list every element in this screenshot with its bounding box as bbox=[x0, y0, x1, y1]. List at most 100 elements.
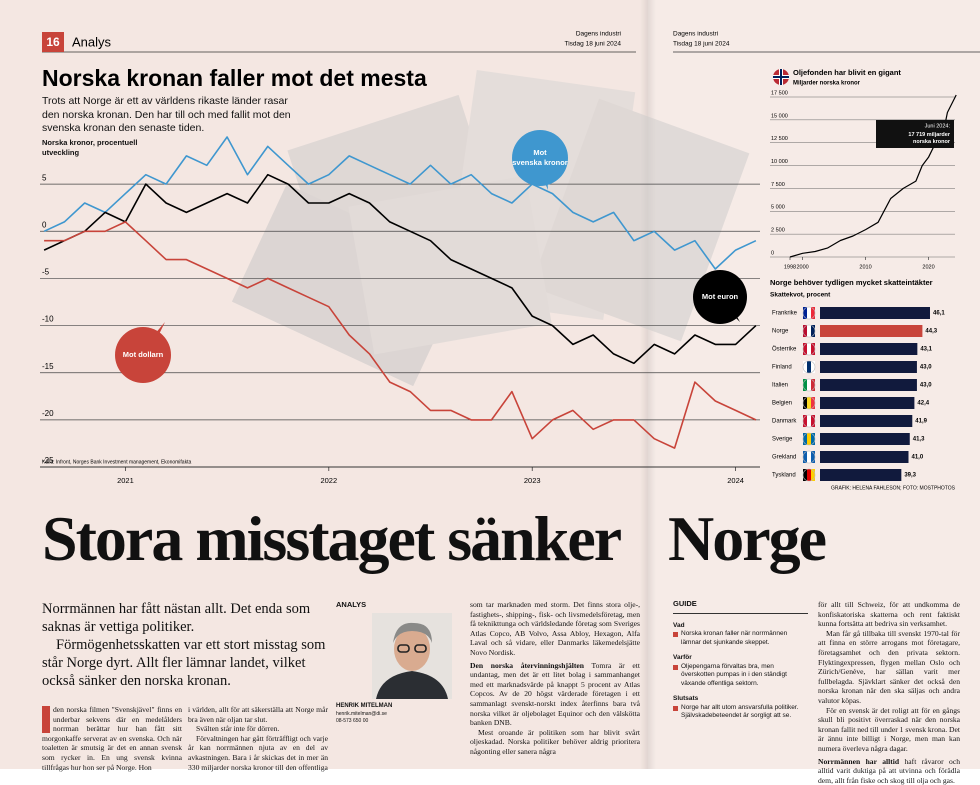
headline: Norge bbox=[668, 502, 825, 576]
page: 16 Analys Dagens industri Tisdag 18 juni… bbox=[0, 0, 980, 769]
byline-email: henrik.mitelman@di.se bbox=[336, 711, 461, 717]
paper: Dagens industri bbox=[576, 31, 621, 38]
y-tick-label: 0 bbox=[42, 220, 47, 229]
flag-icon bbox=[807, 433, 811, 445]
portrait bbox=[336, 613, 461, 699]
flag-icon bbox=[807, 397, 811, 409]
column: i världen, allt för att säkerställa att … bbox=[188, 705, 328, 772]
flag-icon bbox=[780, 69, 782, 85]
bar bbox=[820, 343, 917, 355]
bar bbox=[820, 469, 901, 481]
x-tick-label: 2021 bbox=[117, 476, 134, 485]
flag-icon bbox=[807, 469, 811, 481]
banknote bbox=[348, 176, 551, 355]
byline-phone: 08-573 650 00 bbox=[336, 718, 461, 724]
category-label: Danmark bbox=[772, 419, 797, 425]
chart-title: Oljefonden har blivit en gigant bbox=[793, 68, 901, 77]
category-label: Grekland bbox=[772, 455, 796, 461]
page-number: 16 bbox=[46, 35, 60, 49]
source: Källa: Infront, Norges Bank Investment m… bbox=[42, 459, 191, 465]
x-tick-label: 2010 bbox=[859, 264, 871, 270]
graphic-credit: GRAFIK: HELENA FAHLESON; FOTO: MOSTPHOTO… bbox=[831, 485, 956, 491]
y-tick-label: 17 500 bbox=[771, 90, 788, 96]
category-label: Österrike bbox=[772, 346, 797, 353]
paragraph: Svälten står inte för dörren. bbox=[188, 724, 328, 734]
paragraph: den norska filmen "Svenskjävel" finns en… bbox=[42, 705, 182, 772]
category-label: Tyskland bbox=[772, 473, 796, 479]
value-label: 46,1 bbox=[933, 311, 945, 317]
guide-text: Oljepengarna förvaltas bra, men överskot… bbox=[673, 663, 808, 689]
bar bbox=[820, 325, 922, 337]
charts: 16 Analys Dagens industri Tisdag 18 juni… bbox=[0, 0, 980, 500]
flag-icon bbox=[807, 451, 811, 463]
x-tick-label: 2024 bbox=[727, 476, 744, 485]
line bbox=[790, 95, 956, 257]
column: för allt till Schweiz, för att undkomma … bbox=[818, 600, 960, 785]
paragraph: Norrmännen har alltid haft råvaror och a… bbox=[818, 757, 960, 785]
bullet bbox=[673, 632, 678, 637]
paragraph: Förvaltningen har gått förträffligt och … bbox=[188, 734, 328, 772]
y-tick-label: 10 000 bbox=[771, 159, 788, 165]
bar bbox=[820, 361, 917, 373]
y-axis-label: Norska kronor, procentuell utveckling bbox=[42, 138, 142, 158]
flag-icon bbox=[807, 325, 811, 337]
y-tick-label: 5 bbox=[42, 173, 47, 182]
category-label: Finland bbox=[772, 365, 792, 371]
bar bbox=[820, 433, 910, 445]
value-label: 42,4 bbox=[917, 401, 929, 407]
chart-title: Norge behöver tydligen mycket skatteintä… bbox=[770, 278, 933, 287]
bullet bbox=[673, 665, 678, 670]
value-label: 39,3 bbox=[904, 473, 916, 479]
bar bbox=[820, 415, 912, 427]
x-tick-label: 2023 bbox=[524, 476, 541, 485]
value-label: 41,3 bbox=[913, 437, 925, 443]
category-label: Norge bbox=[772, 329, 789, 335]
x-tick-label: 2000 bbox=[796, 264, 808, 270]
flag-icon bbox=[807, 379, 811, 391]
category-label: Frankrike bbox=[772, 311, 798, 317]
chart-subtitle: Skattekvot, procent bbox=[770, 292, 831, 299]
ingress: Norrmännen har fått nästan allt. Det end… bbox=[42, 600, 327, 690]
headline: Stora misstaget sänker bbox=[42, 502, 620, 576]
guide-title: GUIDE bbox=[673, 600, 808, 614]
paragraph: för allt till Schweiz, för att undkomma … bbox=[818, 600, 960, 629]
x-tick-label: 1998 bbox=[784, 264, 796, 270]
value-label: 43,0 bbox=[920, 383, 932, 389]
date: Tisdag 18 juni 2024 bbox=[565, 41, 622, 48]
guide-heading: Vad bbox=[673, 622, 808, 631]
date: Tisdag 18 juni 2024 bbox=[673, 41, 730, 48]
banknote-photo bbox=[232, 70, 749, 386]
ingress-paragraph: Norrmännen har fått nästan allt. Det end… bbox=[42, 600, 327, 636]
lead-in: Den norska återvinningshjälten bbox=[470, 661, 584, 670]
paragraph: Den norska återvinningshjälten Tomra är … bbox=[470, 661, 640, 728]
y-tick-label: -5 bbox=[42, 268, 50, 277]
y-tick-label: -15 bbox=[42, 362, 54, 371]
guide-heading: Slutsats bbox=[673, 695, 808, 704]
guide-text: Norge har allt utom ansvarsfulla politik… bbox=[673, 704, 808, 721]
bar bbox=[820, 451, 909, 463]
chart-subtitle: Miljarder norska kronor bbox=[793, 81, 861, 87]
guide-text: Norska kronan faller när norrmännen lämn… bbox=[673, 630, 808, 647]
flag-icon bbox=[807, 307, 811, 319]
bar bbox=[820, 307, 930, 319]
category-label: Belgien bbox=[772, 401, 792, 407]
category-label: Sverige bbox=[772, 437, 793, 443]
flag-icon bbox=[807, 343, 811, 355]
drop-cap: I bbox=[42, 706, 50, 733]
bullet bbox=[673, 706, 678, 711]
flag-icon bbox=[807, 415, 811, 427]
legend-label: Mot euron bbox=[702, 292, 739, 301]
guide-heading: Varför bbox=[673, 654, 808, 663]
y-tick-label: 5 000 bbox=[771, 205, 785, 211]
y-tick-label: 2 500 bbox=[771, 228, 785, 234]
value-label: 41,9 bbox=[915, 419, 927, 425]
paragraph: i världen, allt för att säkerställa att … bbox=[188, 705, 328, 724]
y-tick-label: 12 500 bbox=[771, 136, 788, 142]
